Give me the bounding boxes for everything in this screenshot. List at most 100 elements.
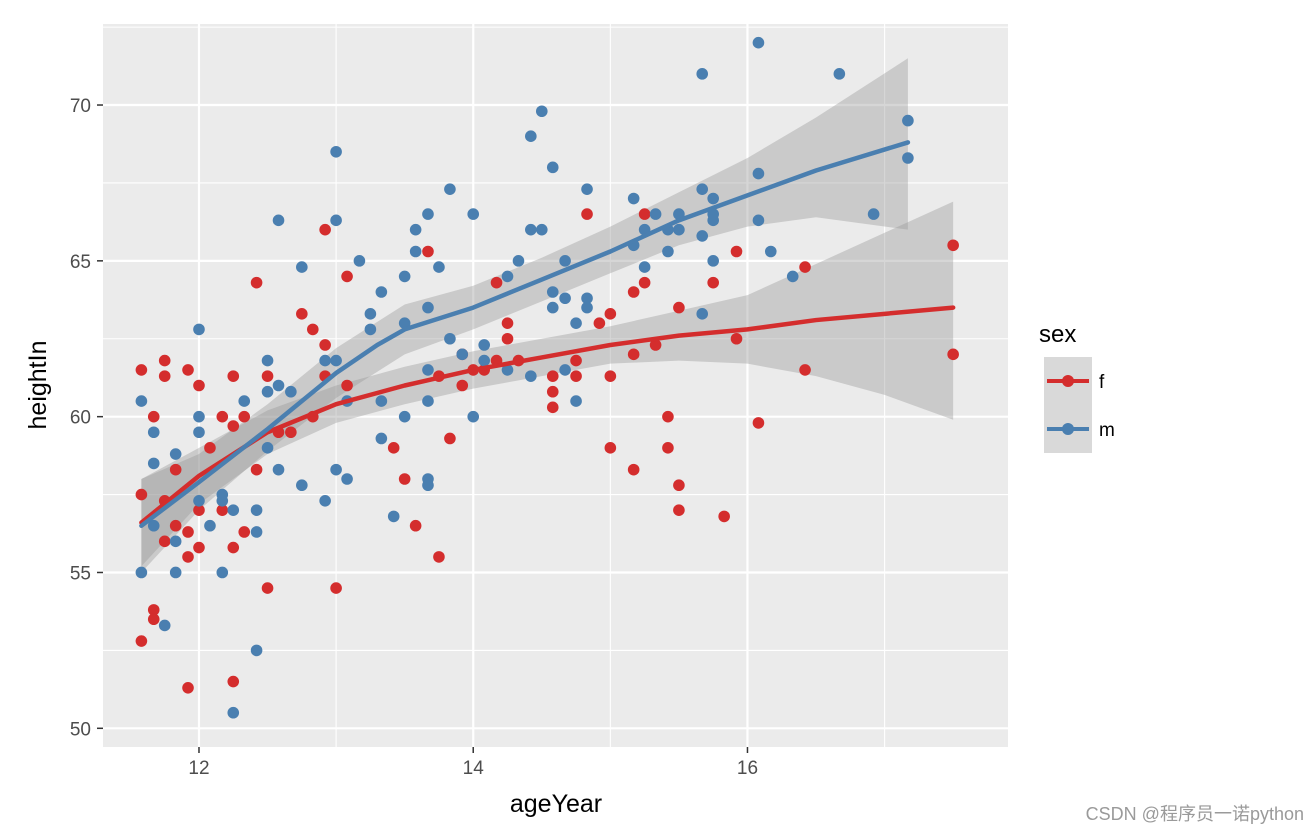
point-m xyxy=(512,255,525,267)
point-m xyxy=(752,167,765,180)
point-f xyxy=(546,385,559,398)
point-f xyxy=(193,504,205,516)
point-f xyxy=(147,604,160,616)
point-m xyxy=(330,463,342,476)
point-f xyxy=(341,270,353,283)
point-m xyxy=(341,473,353,485)
point-m xyxy=(364,323,377,336)
point-m xyxy=(696,68,709,80)
point-m xyxy=(135,395,148,407)
point-f xyxy=(604,442,617,454)
point-m xyxy=(422,479,434,492)
point-f xyxy=(193,379,205,392)
point-m xyxy=(375,286,388,298)
point-f xyxy=(135,488,148,501)
point-f xyxy=(649,339,662,351)
point-f xyxy=(662,410,674,423)
point-m xyxy=(216,495,229,507)
point-m xyxy=(272,379,285,392)
point-f xyxy=(216,410,229,423)
point-m xyxy=(227,504,240,516)
point-f xyxy=(673,479,685,492)
point-m xyxy=(250,526,263,538)
point-f xyxy=(422,245,434,258)
point-f xyxy=(638,208,651,220)
point-f xyxy=(799,364,811,376)
x-axis-title: ageYear xyxy=(510,790,602,818)
point-m xyxy=(422,395,434,407)
point-f xyxy=(306,323,319,336)
point-m xyxy=(375,432,388,445)
legend-item-f: f xyxy=(1044,357,1105,405)
point-m xyxy=(559,255,571,267)
point-m xyxy=(330,354,342,367)
point-m xyxy=(422,208,434,220)
point-m xyxy=(638,261,651,273)
point-f xyxy=(581,208,593,220)
point-m xyxy=(398,410,411,423)
point-f xyxy=(169,519,182,532)
point-m xyxy=(444,183,456,195)
point-f xyxy=(627,286,640,298)
point-m xyxy=(752,36,765,49)
point-f xyxy=(662,442,674,454)
confidence-band-m xyxy=(141,58,908,573)
point-m xyxy=(375,395,388,407)
point-f xyxy=(135,635,148,647)
point-m xyxy=(525,223,537,236)
point-m xyxy=(193,495,205,507)
point-m xyxy=(261,442,274,454)
point-f xyxy=(319,223,331,236)
point-f xyxy=(752,417,765,429)
point-f xyxy=(341,379,353,392)
point-m xyxy=(546,286,559,298)
point-f xyxy=(593,317,606,329)
point-m xyxy=(559,292,571,305)
smooth-line-m xyxy=(139,140,911,528)
point-m xyxy=(764,245,777,258)
point-f xyxy=(193,541,205,554)
point-m xyxy=(649,208,662,220)
plot-panel xyxy=(103,24,1008,747)
y-tick-label: 55 xyxy=(70,563,91,584)
point-m xyxy=(193,323,205,336)
point-m xyxy=(204,519,216,532)
point-f xyxy=(947,239,959,252)
point-m xyxy=(433,261,445,273)
point-m xyxy=(525,370,537,382)
point-f xyxy=(319,339,331,351)
point-f xyxy=(490,276,503,289)
point-m xyxy=(581,301,593,314)
legend-label-m: m xyxy=(1099,420,1115,441)
point-m xyxy=(169,566,182,579)
point-m xyxy=(696,183,709,195)
point-f xyxy=(238,410,251,423)
point-m xyxy=(238,395,251,407)
point-m xyxy=(398,317,411,329)
point-f xyxy=(216,504,229,516)
point-m xyxy=(581,183,593,195)
point-m xyxy=(158,619,171,632)
point-f xyxy=(227,541,240,554)
point-m xyxy=(272,463,285,476)
point-m xyxy=(535,223,548,236)
point-f xyxy=(227,420,240,432)
point-m xyxy=(319,495,331,507)
point-m xyxy=(570,395,582,407)
point-m xyxy=(501,364,514,376)
point-m xyxy=(261,354,274,367)
point-f xyxy=(546,370,559,382)
point-m xyxy=(867,208,880,220)
point-f xyxy=(169,463,182,476)
point-m xyxy=(581,292,593,305)
point-f xyxy=(604,308,617,320)
point-m xyxy=(296,261,308,273)
y-axis-title: heightIn xyxy=(24,341,52,430)
point-f xyxy=(730,332,743,345)
point-f xyxy=(285,426,297,439)
legend: sex f m xyxy=(1039,321,1115,453)
point-m xyxy=(559,364,571,376)
legend-point-f xyxy=(1062,375,1074,387)
point-m xyxy=(387,510,400,523)
point-m xyxy=(169,448,182,460)
